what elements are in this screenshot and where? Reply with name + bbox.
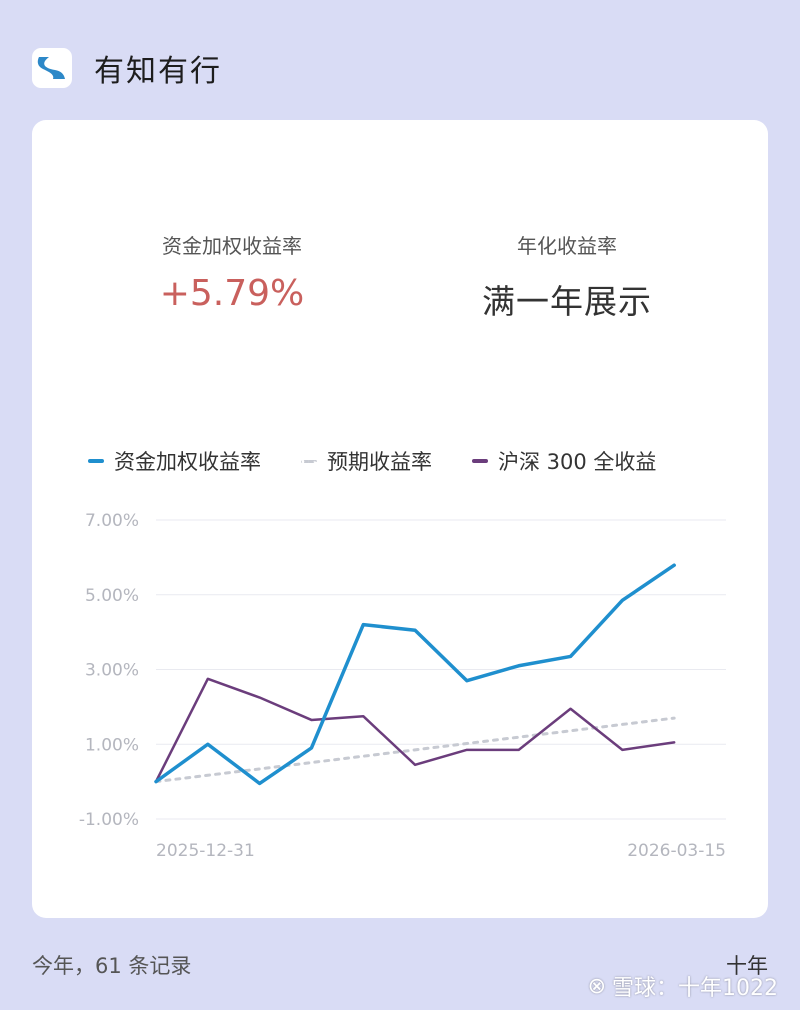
series-line-0: [154, 563, 676, 786]
range-selector[interactable]: 十年: [726, 954, 768, 978]
x-tick-label: 2026-03-15: [627, 841, 726, 860]
legend-swatch-purple: [472, 459, 488, 463]
legend-label-expected: 预期收益率: [327, 450, 432, 474]
returns-line-chart[interactable]: 7.00% 5.00% 3.00% 1.00% -1.00% 2025-12-31 2026…: [32, 500, 768, 860]
annualized-return-value: 满一年展示: [482, 282, 652, 321]
y-tick-label: -1.00%: [79, 810, 139, 830]
weighted-return-label: 资金加权收益率: [162, 234, 302, 258]
chart-legend: 资金加权收益率 预期收益率 沪深 300 全收益: [88, 446, 696, 476]
legend-item-weighted[interactable]: 资金加权收益率: [88, 446, 261, 476]
returns-card: 资金加权收益率 +5.79% 年化收益率 满一年展示 资金加权收益率 预期收益率…: [32, 120, 768, 918]
snowball-logo-icon: ⊗: [587, 973, 606, 999]
legend-swatch-blue: [88, 459, 104, 463]
y-tick-label: 7.00%: [85, 511, 139, 531]
series-line-2: [154, 677, 676, 783]
y-tick-label: 3.00%: [85, 661, 139, 681]
legend-item-expected[interactable]: 预期收益率: [301, 446, 432, 476]
river-logo-icon: [32, 48, 72, 88]
legend-item-csi300[interactable]: 沪深 300 全收益: [472, 446, 656, 476]
series-line-1: [154, 716, 676, 784]
x-tick-label: 2025-12-31: [156, 841, 255, 860]
app-title: 有知有行: [94, 54, 222, 89]
watermark: ⊗ 雪球：十年1022: [588, 970, 778, 1002]
weighted-return-value: +5.79%: [159, 273, 305, 314]
weighted-return-metric: 资金加权收益率 +5.79%: [132, 230, 332, 314]
y-tick-label: 5.00%: [85, 586, 139, 606]
legend-label-weighted: 资金加权收益率: [114, 450, 261, 474]
legend-label-csi300: 沪深 300 全收益: [498, 450, 657, 474]
watermark-text: 雪球：十年1022: [612, 976, 778, 1001]
y-tick-label: 1.00%: [85, 735, 139, 755]
annualized-return-label: 年化收益率: [517, 234, 617, 258]
record-summary: 今年，61 条记录: [32, 954, 192, 978]
annualized-return-metric: 年化收益率 满一年展示: [452, 230, 682, 323]
legend-swatch-dotted: [301, 459, 317, 463]
app-header: 有知有行: [32, 46, 222, 90]
